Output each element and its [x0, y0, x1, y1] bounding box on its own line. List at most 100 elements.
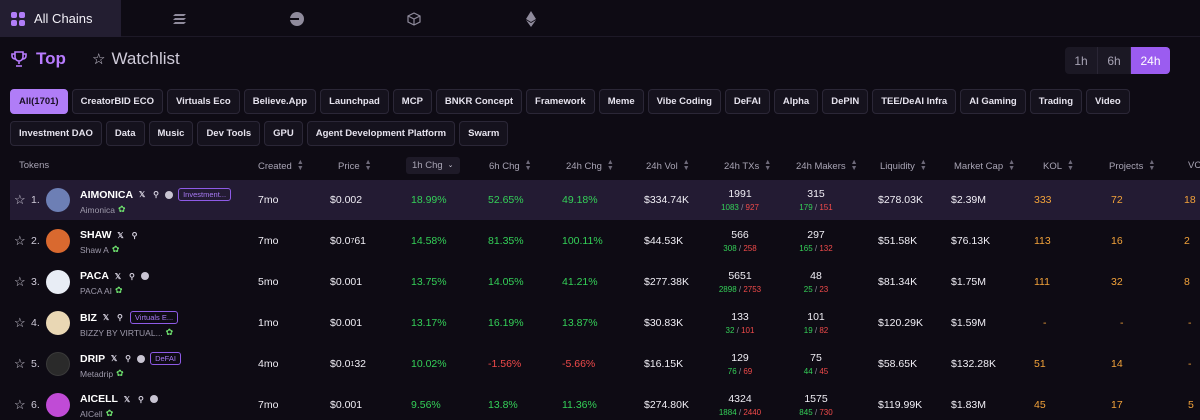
x-icon[interactable]: 𝕏 [114, 271, 122, 281]
category-chip[interactable]: Investment DAO [10, 121, 102, 146]
col-24h-makers[interactable]: 24h Makers ▲ ▼ [796, 159, 858, 172]
website-icon[interactable] [140, 272, 149, 280]
search-icon[interactable]: ⚲ [116, 313, 123, 322]
category-chip[interactable]: DeFAI [724, 89, 770, 114]
star-icon[interactable]: ☆ [14, 315, 26, 330]
star-icon[interactable]: ☆ [14, 274, 26, 289]
col-price[interactable]: Price ▲ ▼ [338, 159, 372, 172]
liquidity: $278.03K [878, 194, 923, 206]
star-icon[interactable]: ☆ [14, 397, 26, 412]
category-chip[interactable]: Music [148, 121, 194, 146]
token-name-block: PACA 𝕏 ⚲ PACA AI ✿ [80, 270, 149, 296]
price-prefix: $0.0 [330, 358, 351, 370]
token-symbol[interactable]: DRIP [80, 352, 106, 365]
category-chip[interactable]: Virtuals Eco [166, 89, 240, 114]
kol-count: 45 [1034, 399, 1046, 411]
category-chip[interactable]: Vibe Coding [647, 89, 721, 114]
x-icon[interactable]: 𝕏 [110, 354, 118, 363]
category-badge[interactable]: Virtuals E... [129, 311, 179, 324]
category-chip[interactable]: All(1701) [10, 89, 68, 114]
chain-tab-label: All Chains [34, 11, 93, 26]
avatar [46, 188, 70, 212]
category-chip[interactable]: Meme [598, 89, 644, 114]
star-icon[interactable]: ☆ [14, 356, 26, 371]
table-row[interactable]: ☆ 1. AIMONICA 𝕏 ⚲ Investment... Aimonica ✿ 7… [10, 180, 1200, 220]
col-24h-vol[interactable]: 24h Vol ▲ ▼ [646, 159, 690, 172]
category-chip[interactable]: BNKR Concept [435, 89, 523, 114]
category-badge[interactable]: Investment... [178, 188, 232, 201]
search-icon[interactable]: ⚲ [137, 394, 144, 404]
website-icon[interactable] [165, 190, 174, 199]
col-kol[interactable]: KOL ▲ ▼ [1043, 159, 1074, 172]
category-chip[interactable]: Believe.App [243, 89, 317, 114]
website-icon[interactable] [149, 395, 158, 403]
x-icon[interactable]: 𝕏 [123, 394, 131, 404]
col-market-cap[interactable]: Market Cap ▲ ▼ [954, 159, 1015, 172]
category-chip[interactable]: Data [105, 121, 145, 146]
category-chip[interactable]: GPU [264, 121, 303, 146]
x-icon[interactable]: 𝕏 [102, 313, 110, 322]
txs-total: 5651 [728, 270, 752, 282]
makers-buyers: 44 [803, 367, 813, 376]
col-vc[interactable]: VC [1188, 160, 1200, 171]
makers-buyers: 19 [803, 326, 813, 335]
star-icon[interactable]: ☆ [14, 233, 26, 248]
change-1h: 9.56% [411, 399, 441, 411]
category-chip[interactable]: Trading [1029, 89, 1083, 114]
x-icon[interactable]: 𝕏 [138, 190, 146, 199]
category-chip[interactable]: Video [1086, 89, 1130, 114]
change-6h: 16.19% [488, 317, 524, 329]
col-24h-txs[interactable]: 24h TXs ▲ ▼ [724, 159, 771, 172]
category-chip[interactable]: DePIN [822, 89, 869, 114]
change-24h: 100.11% [562, 235, 603, 247]
table-row[interactable]: ☆ 4. BIZ 𝕏 ⚲ Virtuals E... BIZZY BY VIRTUAL… [10, 303, 1200, 343]
token-symbol[interactable]: PACA [80, 270, 109, 282]
category-chip[interactable]: AI Gaming [960, 89, 1026, 114]
timeframe-1h[interactable]: 1h [1065, 47, 1098, 74]
tab-watchlist[interactable]: ☆ Watchlist [92, 49, 180, 69]
tab-top[interactable]: Top [10, 49, 66, 69]
chain-tab-all[interactable]: All Chains [0, 0, 121, 37]
chain-tab-ethereum[interactable] [472, 0, 589, 37]
category-chip[interactable]: Launchpad [320, 89, 389, 114]
chain-tab-cube[interactable] [355, 0, 472, 37]
token-symbol[interactable]: SHAW [80, 229, 112, 241]
star-icon[interactable]: ☆ [14, 192, 26, 207]
category-chip[interactable]: TEE/DeAI Infra [872, 89, 957, 114]
category-chip[interactable]: Swarm [459, 121, 509, 146]
col-created[interactable]: Created ▲ ▼ [258, 159, 304, 172]
search-icon[interactable]: ⚲ [129, 271, 135, 281]
category-chip[interactable]: Dev Tools [197, 121, 261, 146]
category-badge[interactable]: DeFAI [150, 352, 181, 365]
col-6h-chg[interactable]: 6h Chg ▲ ▼ [489, 159, 532, 172]
makers-total: 297 [807, 229, 825, 241]
table-row[interactable]: ☆ 6. AICELL 𝕏 ⚲ AICell ✿ 7mo $0.001 9.56% 1… [10, 385, 1200, 420]
table-row[interactable]: ☆ 2. SHAW 𝕏 ⚲ Shaw A ✿ 7mo $0.0 7 61 14.58% 8… [10, 221, 1200, 261]
category-chip[interactable]: Framework [526, 89, 595, 114]
token-symbol[interactable]: AICELL [80, 393, 118, 405]
makers-24h: 315 179 / 151 [794, 188, 838, 212]
col-projects[interactable]: Projects ▲ ▼ [1109, 159, 1155, 172]
table-row[interactable]: ☆ 3. PACA 𝕏 ⚲ PACA AI ✿ 5mo $0.001 13.75% 1… [10, 262, 1200, 302]
token-symbol[interactable]: BIZ [80, 311, 97, 324]
txs-24h: 1991 1083 / 927 [718, 188, 762, 212]
timeframe-24h[interactable]: 24h [1131, 47, 1170, 74]
website-icon[interactable] [137, 354, 146, 363]
token-symbol[interactable]: AIMONICA [80, 188, 134, 201]
timeframe-6h[interactable]: 6h [1098, 47, 1131, 74]
search-icon[interactable]: ⚲ [131, 230, 138, 240]
search-icon[interactable]: ⚲ [153, 190, 160, 199]
chain-tab-solana[interactable] [121, 0, 238, 37]
category-chip[interactable]: Alpha [773, 89, 819, 114]
col-24h-chg[interactable]: 24h Chg ▲ ▼ [566, 159, 614, 172]
category-chip[interactable]: Agent Development Platform [306, 121, 456, 146]
chain-tab-base[interactable] [238, 0, 355, 37]
category-chip[interactable]: CreatorBID ECO [71, 89, 163, 114]
x-icon[interactable]: 𝕏 [117, 230, 124, 240]
category-chip[interactable]: MCP [392, 89, 432, 114]
col-1h-chg[interactable]: 1h Chg ⌄ [406, 157, 460, 174]
solana-icon [172, 13, 186, 24]
search-icon[interactable]: ⚲ [125, 354, 132, 363]
col-liquidity[interactable]: Liquidity ▲ ▼ [880, 159, 927, 172]
table-row[interactable]: ☆ 5. DRIP 𝕏 ⚲ DeFAI Metadrip ✿ 4mo $0.0 1 32 1… [10, 344, 1200, 384]
